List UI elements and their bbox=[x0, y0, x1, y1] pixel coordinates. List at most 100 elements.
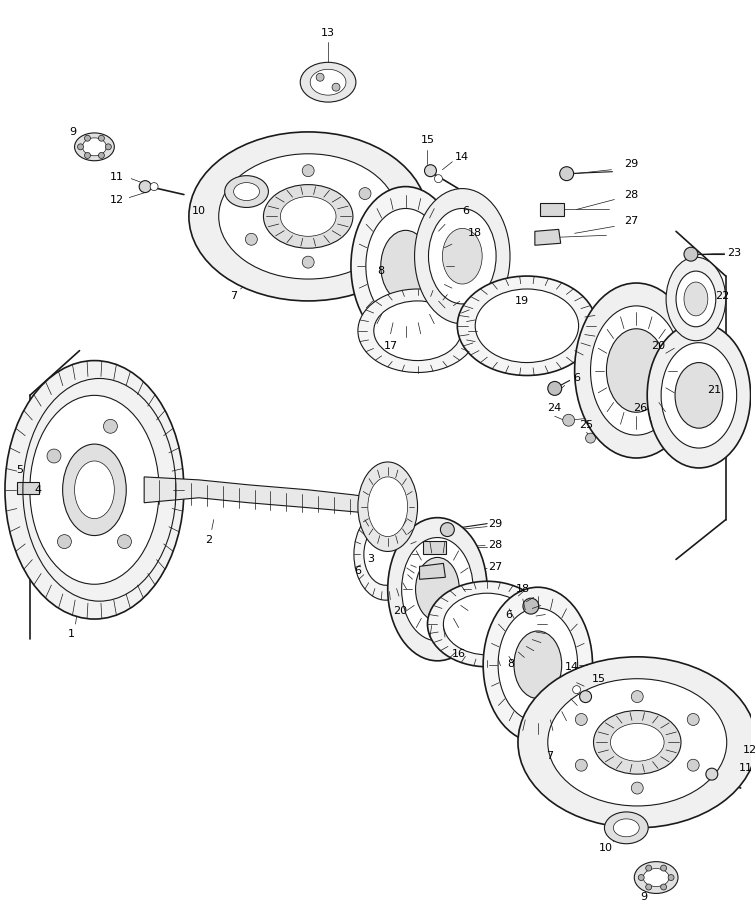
Ellipse shape bbox=[280, 196, 336, 237]
Text: 23: 23 bbox=[726, 249, 741, 259]
Ellipse shape bbox=[402, 537, 473, 641]
Text: 4: 4 bbox=[34, 485, 42, 495]
Ellipse shape bbox=[605, 812, 649, 844]
Ellipse shape bbox=[63, 444, 126, 536]
Circle shape bbox=[302, 165, 314, 177]
Circle shape bbox=[572, 686, 581, 693]
Circle shape bbox=[684, 248, 698, 261]
Ellipse shape bbox=[225, 176, 269, 207]
Ellipse shape bbox=[368, 477, 408, 536]
Text: 20: 20 bbox=[651, 340, 665, 350]
Ellipse shape bbox=[427, 581, 547, 667]
Circle shape bbox=[580, 691, 591, 702]
Ellipse shape bbox=[684, 282, 708, 315]
Ellipse shape bbox=[82, 138, 106, 156]
Circle shape bbox=[668, 875, 674, 880]
Bar bbox=[17, 481, 39, 493]
Text: 12: 12 bbox=[110, 194, 125, 204]
Circle shape bbox=[575, 713, 587, 725]
Text: 3: 3 bbox=[368, 555, 374, 564]
Circle shape bbox=[139, 181, 151, 193]
Circle shape bbox=[451, 218, 467, 235]
Text: 6: 6 bbox=[573, 373, 580, 383]
Circle shape bbox=[359, 233, 371, 245]
Bar bbox=[540, 203, 564, 216]
Circle shape bbox=[245, 188, 257, 200]
Ellipse shape bbox=[351, 186, 461, 346]
Ellipse shape bbox=[233, 182, 260, 201]
Ellipse shape bbox=[415, 558, 459, 621]
Ellipse shape bbox=[611, 724, 664, 761]
Text: 7: 7 bbox=[230, 291, 237, 301]
Ellipse shape bbox=[661, 343, 737, 448]
Ellipse shape bbox=[358, 289, 477, 372]
Ellipse shape bbox=[374, 301, 461, 360]
Ellipse shape bbox=[575, 283, 698, 458]
Circle shape bbox=[562, 414, 575, 426]
Ellipse shape bbox=[189, 132, 427, 301]
Text: 11: 11 bbox=[738, 763, 753, 773]
Circle shape bbox=[646, 865, 652, 871]
Text: 12: 12 bbox=[742, 746, 755, 756]
Circle shape bbox=[85, 152, 91, 159]
Ellipse shape bbox=[666, 257, 726, 341]
Ellipse shape bbox=[219, 154, 398, 279]
Ellipse shape bbox=[388, 518, 487, 661]
Text: 17: 17 bbox=[384, 340, 398, 350]
Circle shape bbox=[687, 713, 699, 725]
Circle shape bbox=[47, 449, 61, 463]
Ellipse shape bbox=[300, 62, 356, 102]
Ellipse shape bbox=[5, 360, 184, 619]
Text: 5: 5 bbox=[17, 465, 23, 475]
Ellipse shape bbox=[30, 395, 159, 584]
Ellipse shape bbox=[647, 323, 750, 468]
Ellipse shape bbox=[442, 228, 482, 284]
Text: 15: 15 bbox=[421, 135, 434, 145]
Circle shape bbox=[359, 188, 371, 200]
Circle shape bbox=[631, 782, 643, 794]
Ellipse shape bbox=[498, 608, 578, 722]
Circle shape bbox=[631, 691, 643, 702]
Text: 24: 24 bbox=[547, 403, 562, 414]
Text: 9: 9 bbox=[69, 127, 76, 137]
Text: 21: 21 bbox=[707, 385, 721, 395]
Text: 18: 18 bbox=[468, 228, 482, 238]
Circle shape bbox=[706, 768, 718, 780]
Ellipse shape bbox=[514, 631, 562, 699]
Ellipse shape bbox=[676, 271, 716, 326]
Ellipse shape bbox=[263, 184, 353, 249]
Text: 27: 27 bbox=[624, 216, 639, 226]
Text: 16: 16 bbox=[452, 649, 467, 658]
Ellipse shape bbox=[364, 524, 408, 585]
Text: 28: 28 bbox=[488, 540, 502, 550]
Ellipse shape bbox=[475, 289, 578, 362]
Text: 6: 6 bbox=[506, 610, 513, 620]
Ellipse shape bbox=[518, 657, 755, 828]
Text: 14: 14 bbox=[455, 152, 470, 161]
Text: 2: 2 bbox=[205, 535, 212, 545]
Circle shape bbox=[106, 144, 111, 149]
Text: 20: 20 bbox=[393, 606, 408, 616]
Ellipse shape bbox=[458, 276, 596, 375]
Circle shape bbox=[98, 135, 104, 141]
Text: 7: 7 bbox=[546, 751, 553, 761]
Circle shape bbox=[424, 165, 436, 177]
Ellipse shape bbox=[414, 189, 510, 324]
Ellipse shape bbox=[548, 679, 727, 806]
Circle shape bbox=[440, 523, 455, 536]
Ellipse shape bbox=[606, 329, 666, 413]
Circle shape bbox=[78, 144, 84, 149]
Ellipse shape bbox=[643, 868, 669, 887]
Circle shape bbox=[559, 167, 574, 181]
Circle shape bbox=[57, 535, 72, 548]
Ellipse shape bbox=[310, 70, 346, 95]
Text: 29: 29 bbox=[624, 159, 639, 169]
Text: 22: 22 bbox=[715, 291, 729, 301]
Text: 10: 10 bbox=[599, 843, 612, 853]
Text: 25: 25 bbox=[580, 420, 593, 430]
Circle shape bbox=[687, 759, 699, 771]
Ellipse shape bbox=[354, 509, 418, 600]
Text: 18: 18 bbox=[516, 584, 530, 594]
Ellipse shape bbox=[381, 230, 430, 302]
Ellipse shape bbox=[429, 208, 496, 304]
